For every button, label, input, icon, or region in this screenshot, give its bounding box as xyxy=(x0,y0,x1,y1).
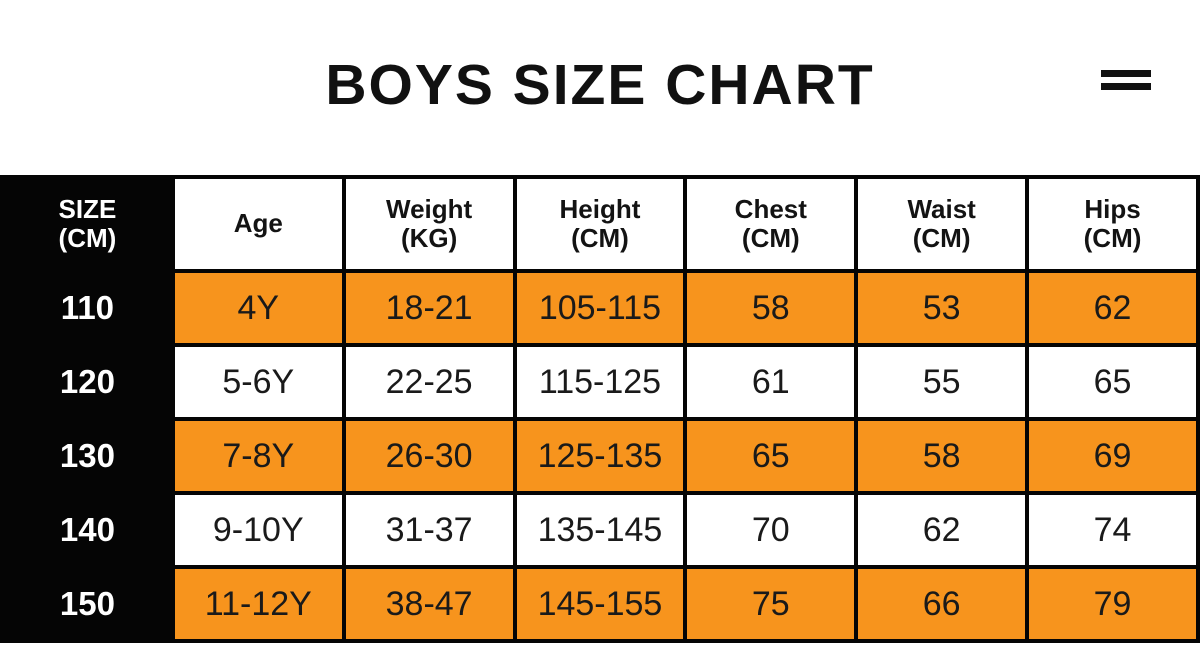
cell-age: 4Y xyxy=(170,269,346,347)
column-header-size: SIZE (CM) xyxy=(0,175,175,273)
column-header-height: Height (CM) xyxy=(512,175,688,273)
column-header-weight: Weight (KG) xyxy=(341,175,517,273)
cell-chest: 75 xyxy=(683,565,859,643)
table-body: 110 4Y 18-21 105-115 58 53 62 120 5-6Y 2… xyxy=(0,269,1200,643)
column-header-waist: Waist (CM) xyxy=(854,175,1030,273)
cell-hips: 62 xyxy=(1025,269,1200,347)
cell-age: 7-8Y xyxy=(170,417,346,495)
table-row-130: 130 7-8Y 26-30 125-135 65 58 69 xyxy=(0,417,1200,495)
cell-waist: 53 xyxy=(854,269,1030,347)
row-size-label: 150 xyxy=(0,565,175,643)
cell-age: 5-6Y xyxy=(170,343,346,421)
size-chart-table: SIZE (CM) Age Weight (KG) Height (CM) Ch… xyxy=(0,175,1200,643)
cell-waist: 55 xyxy=(854,343,1030,421)
column-header-chest: Chest (CM) xyxy=(683,175,859,273)
table-row-110: 110 4Y 18-21 105-115 58 53 62 xyxy=(0,269,1200,347)
row-size-label: 130 xyxy=(0,417,175,495)
cell-age: 9-10Y xyxy=(170,491,346,569)
row-size-label: 120 xyxy=(0,343,175,421)
header-row: SIZE (CM) Age Weight (KG) Height (CM) Ch… xyxy=(0,175,1200,273)
page-title: BOYS SIZE CHART xyxy=(325,53,875,117)
cell-height: 125-135 xyxy=(512,417,688,495)
menu-bar-top xyxy=(1101,70,1151,77)
table-row-120: 120 5-6Y 22-25 115-125 61 55 65 xyxy=(0,343,1200,421)
cell-weight: 22-25 xyxy=(341,343,517,421)
cell-height: 115-125 xyxy=(512,343,688,421)
cell-weight: 31-37 xyxy=(341,491,517,569)
cell-weight: 18-21 xyxy=(341,269,517,347)
cell-weight: 38-47 xyxy=(341,565,517,643)
column-header-age: Age xyxy=(170,175,346,273)
table-row-150: 150 11-12Y 38-47 145-155 75 66 79 xyxy=(0,565,1200,643)
table-row-140: 140 9-10Y 31-37 135-145 70 62 74 xyxy=(0,491,1200,569)
cell-hips: 74 xyxy=(1025,491,1200,569)
cell-hips: 65 xyxy=(1025,343,1200,421)
cell-hips: 69 xyxy=(1025,417,1200,495)
page-header: BOYS SIZE CHART xyxy=(0,0,1200,175)
cell-height: 105-115 xyxy=(512,269,688,347)
cell-height: 145-155 xyxy=(512,565,688,643)
cell-hips: 79 xyxy=(1025,565,1200,643)
row-size-label: 140 xyxy=(0,491,175,569)
cell-chest: 61 xyxy=(683,343,859,421)
cell-weight: 26-30 xyxy=(341,417,517,495)
menu-bar-bottom xyxy=(1101,83,1151,90)
row-size-label: 110 xyxy=(0,269,175,347)
cell-height: 135-145 xyxy=(512,491,688,569)
column-header-hips: Hips (CM) xyxy=(1025,175,1200,273)
cell-waist: 58 xyxy=(854,417,1030,495)
table-header: SIZE (CM) Age Weight (KG) Height (CM) Ch… xyxy=(0,175,1200,273)
cell-chest: 58 xyxy=(683,269,859,347)
cell-age: 11-12Y xyxy=(170,565,346,643)
cell-chest: 70 xyxy=(683,491,859,569)
cell-waist: 62 xyxy=(854,491,1030,569)
cell-waist: 66 xyxy=(854,565,1030,643)
cell-chest: 65 xyxy=(683,417,859,495)
menu-icon[interactable] xyxy=(1101,70,1151,90)
